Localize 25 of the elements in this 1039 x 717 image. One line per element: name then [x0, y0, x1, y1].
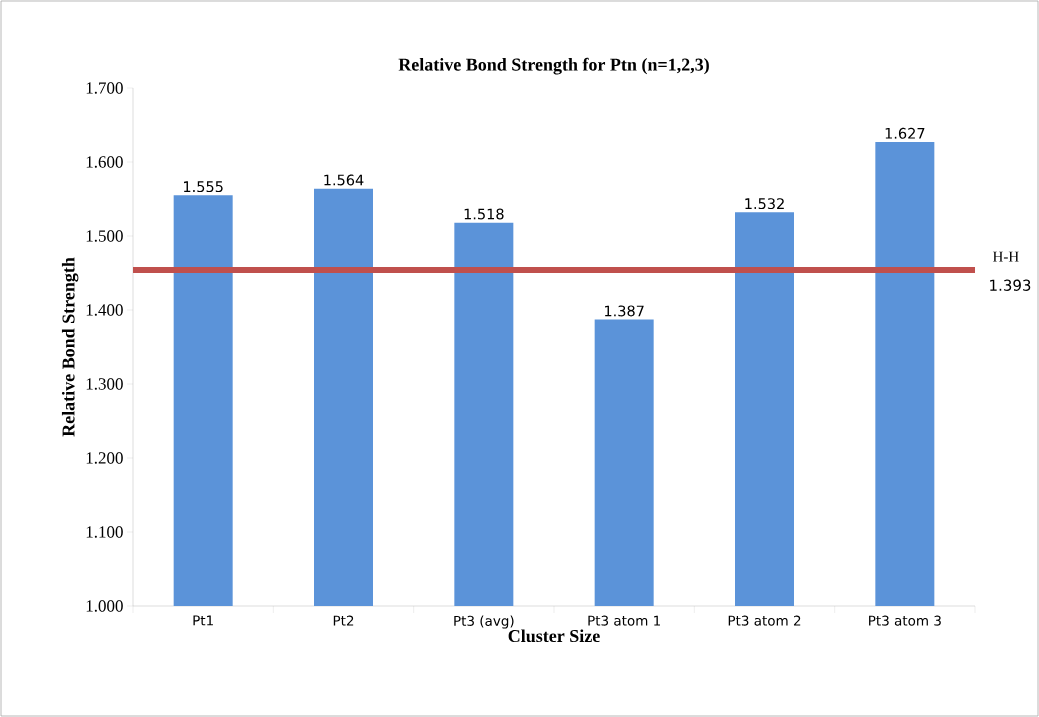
data-label: 1.387: [605, 305, 644, 317]
y-tick-label: 1.700: [86, 82, 123, 94]
x-tick-label: Pt3 atom 2: [728, 615, 801, 626]
chart-title: Relative Bond Strength for Ptn (n=1,2,3): [398, 57, 709, 75]
ref-line-label: H-H: [992, 251, 1019, 262]
data-label: 1.564: [324, 174, 364, 186]
x-tick-label: Pt3 (avg): [454, 615, 514, 629]
y-tick-label: 1.200: [86, 452, 123, 464]
data-label: 1.555: [184, 181, 223, 193]
y-tick-label: 1.500: [86, 230, 123, 242]
data-label: 1.627: [885, 127, 925, 139]
data-label: 1.518: [464, 208, 504, 220]
y-tick-label: 1.300: [86, 378, 123, 390]
y-tick-label: 1.600: [86, 156, 123, 168]
y-tick-label: 1.100: [86, 526, 123, 538]
y-axis-title: Relative Bond Strength: [61, 257, 79, 437]
x-tick-label: Pt2: [333, 615, 354, 626]
text: 1.393: [990, 279, 1031, 291]
x-tick-label: Pt1: [193, 615, 213, 626]
data-label: 1.532: [745, 198, 784, 210]
x-tick-label: Pt3 atom 3: [869, 615, 941, 626]
x-tick-label: Pt3 atom 1: [588, 615, 660, 626]
x-axis-title: Cluster Size: [508, 629, 600, 643]
y-tick-label: 1.000: [86, 600, 123, 612]
y-tick-label: 1.400: [86, 304, 123, 316]
